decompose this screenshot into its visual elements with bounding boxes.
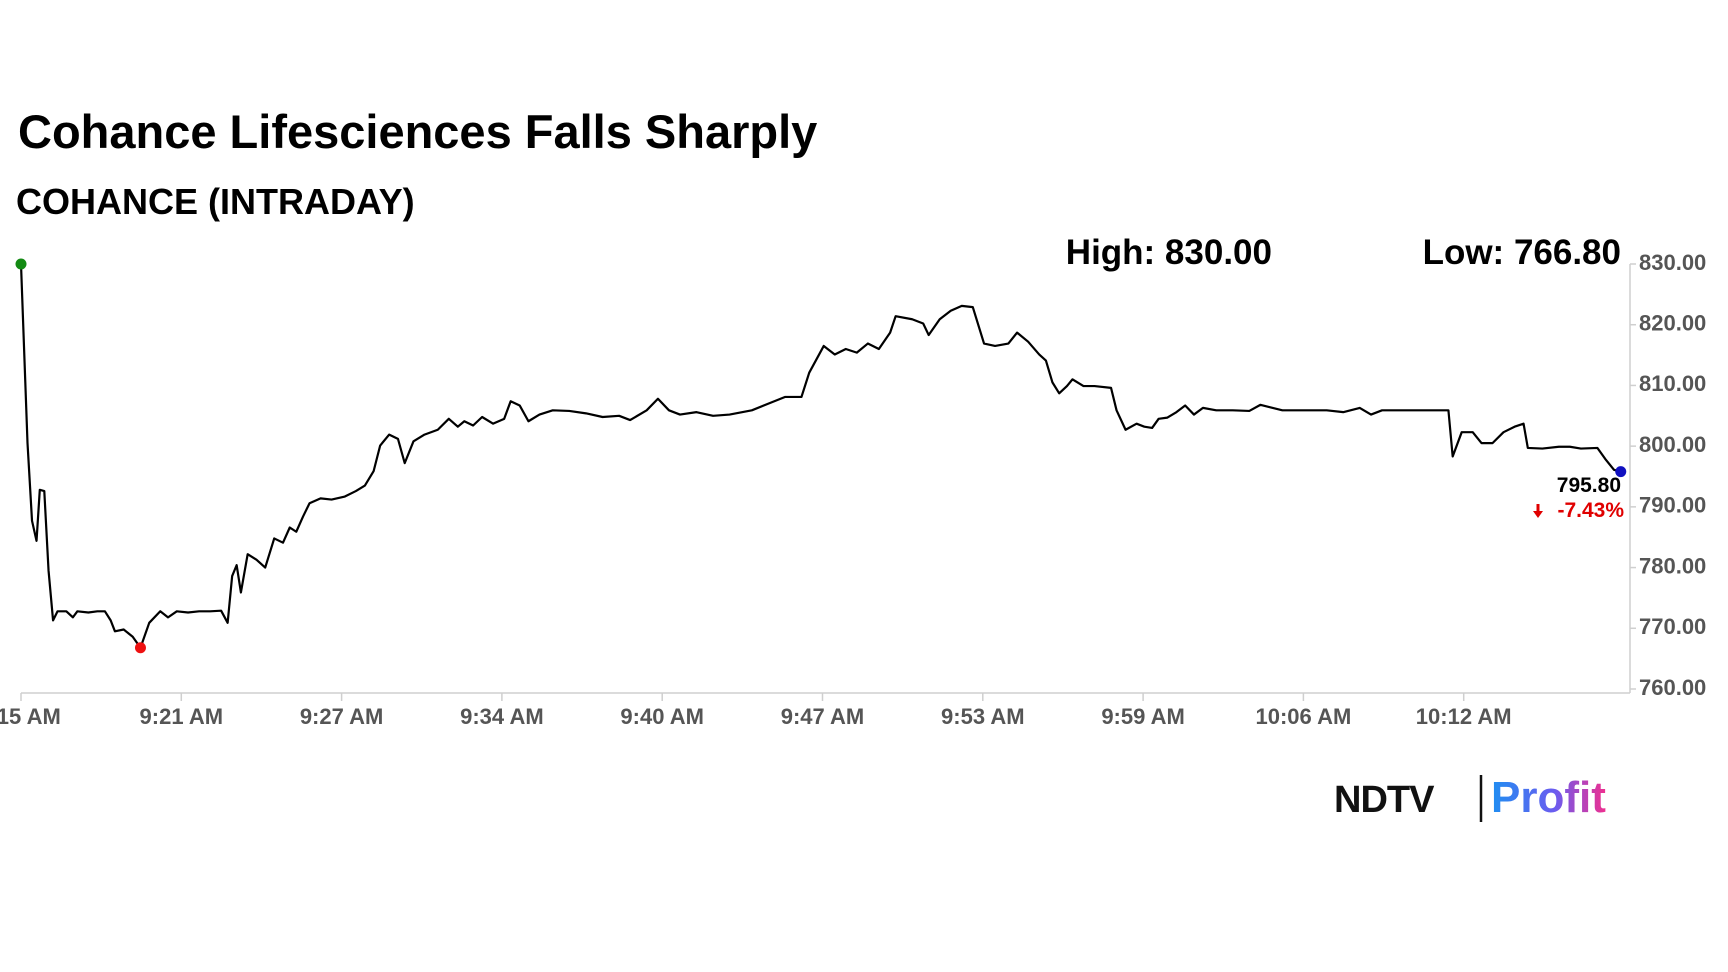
x-tick-label: 9:21 AM xyxy=(140,704,224,729)
x-tick-label: 9:15 AM xyxy=(0,704,61,729)
chart-title: Cohance Lifesciences Falls Sharply xyxy=(18,105,817,158)
last-price: 795.80 xyxy=(1557,474,1621,497)
arrow-shaft xyxy=(1536,504,1540,513)
brand-ndtv: NDTV xyxy=(1334,779,1435,821)
x-tick-label: 9:53 AM xyxy=(941,704,1025,729)
start-marker xyxy=(15,258,27,270)
y-tick-label: 780.00 xyxy=(1639,553,1706,578)
low-label: Low: 766.80 xyxy=(1423,233,1621,272)
x-tick-label: 9:34 AM xyxy=(460,704,544,729)
brand-logo: NDTV Profit xyxy=(1334,773,1606,822)
down-arrow xyxy=(1533,504,1543,518)
x-tick-label: 10:06 AM xyxy=(1256,704,1352,729)
end-marker xyxy=(1615,466,1627,478)
x-tick-label: 9:27 AM xyxy=(300,704,384,729)
y-tick-label: 830.00 xyxy=(1639,250,1706,275)
change-label: -7.43% xyxy=(1557,499,1624,522)
y-tick-label: 810.00 xyxy=(1639,371,1706,396)
chart-subtitle: COHANCE (INTRADAY) xyxy=(16,181,415,222)
low-marker xyxy=(134,642,146,654)
x-tick-label: 9:59 AM xyxy=(1101,704,1185,729)
price-line xyxy=(19,263,1622,649)
y-tick-label: 760.00 xyxy=(1639,675,1706,700)
y-tick-label: 790.00 xyxy=(1639,493,1706,518)
x-tick-label: 9:40 AM xyxy=(620,704,704,729)
y-tick-label: 770.00 xyxy=(1639,614,1706,639)
x-tick-label: 9:47 AM xyxy=(781,704,865,729)
arrow-head xyxy=(1533,511,1543,518)
y-tick-label: 820.00 xyxy=(1639,311,1706,336)
brand-profit: Profit xyxy=(1491,773,1606,822)
x-tick-label: 10:12 AM xyxy=(1416,704,1512,729)
y-tick-label: 800.00 xyxy=(1639,432,1706,457)
high-label: High: 830.00 xyxy=(1066,233,1272,272)
